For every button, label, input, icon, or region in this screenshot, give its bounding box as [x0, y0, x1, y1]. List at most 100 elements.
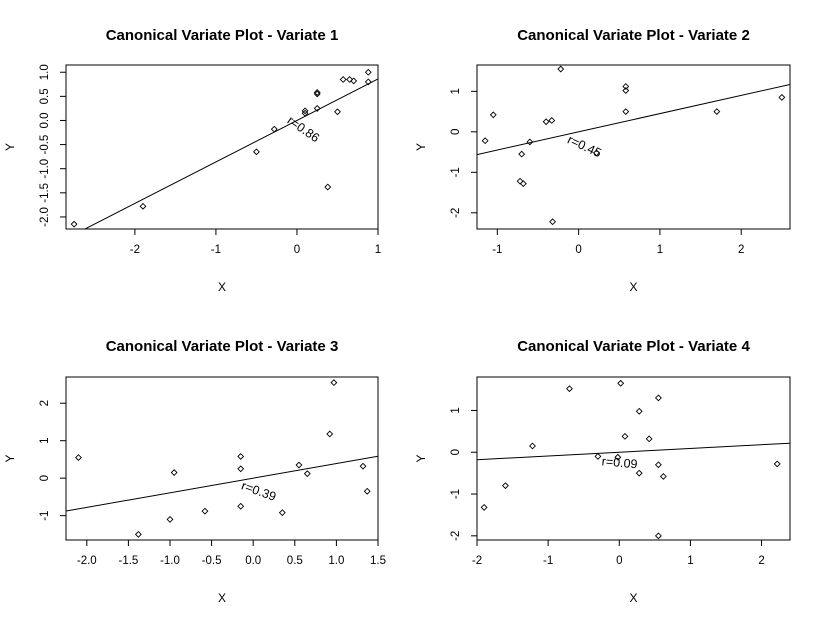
data-point — [519, 180, 527, 188]
data-point — [237, 465, 245, 473]
y-tick-label: -1 — [450, 489, 462, 499]
chart-title: Canonical Variate Plot - Variate 4 — [517, 338, 750, 355]
data-point — [270, 125, 278, 133]
correlation-label: r=0.86 — [285, 113, 322, 145]
data-point — [622, 83, 630, 90]
data-point — [139, 202, 147, 210]
y-tick-label: 0.5 — [39, 88, 51, 104]
data-point — [324, 183, 332, 191]
y-tick-label: 1 — [450, 88, 462, 94]
plot-frame — [476, 376, 791, 541]
y-tick-label: -1 — [450, 167, 462, 177]
data-point — [326, 430, 334, 438]
y-axis-label: Y — [3, 454, 17, 462]
y-tick-label: -0.5 — [39, 135, 51, 155]
x-tick-label: 0 — [294, 244, 300, 256]
chart-title: Canonical Variate Plot - Variate 3 — [106, 338, 339, 355]
x-tick-label: 0 — [616, 555, 622, 567]
data-point — [621, 432, 629, 440]
data-point — [502, 482, 509, 490]
data-point — [346, 76, 354, 83]
x-tick-label: -1 — [543, 555, 553, 567]
data-point — [350, 77, 358, 85]
y-tick-label: -1.0 — [39, 159, 51, 179]
chart-panel-3: Canonical Variate Plot - Variate 3 -2.0 -1… — [3, 338, 386, 605]
data-point — [617, 379, 625, 387]
fit-line — [477, 83, 790, 156]
fit-line — [477, 442, 790, 461]
x-axis-label: X — [629, 591, 637, 605]
data-point — [773, 460, 781, 468]
x-tick-label: -1.0 — [160, 555, 180, 567]
y-axis-label: Y — [3, 143, 17, 151]
data-point — [614, 453, 622, 461]
x-axis-label: X — [629, 280, 637, 294]
data-point — [659, 473, 667, 480]
x-tick-label: -1 — [211, 244, 221, 256]
x-tick-label: 0 — [575, 244, 581, 256]
plot-area — [477, 379, 790, 540]
data-point — [654, 461, 662, 469]
x-tick-label: 1 — [687, 555, 693, 567]
y-tick-label: -2.0 — [39, 207, 51, 227]
data-point — [566, 385, 573, 393]
y-axis-label: Y — [414, 454, 428, 462]
data-point — [516, 177, 524, 185]
x-tick-label: -2 — [130, 244, 140, 256]
data-point — [635, 469, 643, 477]
data-point — [557, 65, 565, 73]
plot-area — [70, 68, 378, 229]
chart-panel-1: Canonical Variate Plot - Variate 1 -2 -1 0 1… — [3, 27, 381, 294]
data-point — [548, 117, 556, 124]
data-point — [313, 104, 321, 112]
x-axis-label: X — [218, 591, 226, 605]
data-point — [278, 509, 286, 517]
plot-area — [66, 379, 378, 538]
plot-area — [477, 65, 790, 226]
data-point — [529, 442, 536, 450]
data-point — [654, 394, 662, 402]
y-tick-label: -2 — [450, 208, 462, 218]
x-tick-label: 1 — [375, 244, 381, 256]
y-tick-label: 1 — [39, 437, 51, 443]
data-point — [237, 453, 245, 460]
correlation-label: r=0.45 — [565, 133, 603, 161]
fit-line — [66, 455, 378, 512]
y-tick-label: 0 — [450, 129, 462, 135]
x-tick-label: 1.0 — [328, 555, 344, 567]
y-tick-label: -2 — [450, 531, 462, 541]
data-point — [635, 407, 643, 415]
y-tick-label: -1.5 — [39, 183, 51, 203]
chart-title: Canonical Variate Plot - Variate 1 — [106, 27, 339, 44]
x-tick-label: 0.0 — [245, 555, 261, 567]
x-tick-label: 1.5 — [370, 555, 386, 567]
data-point — [70, 220, 78, 228]
plot-frame — [65, 376, 379, 541]
data-point — [542, 118, 550, 126]
data-point — [622, 108, 630, 116]
data-point — [364, 78, 372, 86]
y-tick-label: 2 — [39, 400, 51, 406]
y-axis-label: Y — [414, 143, 428, 151]
x-tick-label: 2 — [738, 244, 744, 256]
data-point — [359, 462, 367, 470]
data-point — [480, 503, 488, 511]
x-tick-label: 1 — [657, 244, 663, 256]
plot-frame — [476, 64, 791, 230]
data-point — [295, 461, 303, 469]
correlation-label: r=0.09 — [601, 454, 638, 471]
data-point — [303, 470, 311, 478]
y-tick-label: 1.0 — [39, 64, 51, 80]
data-point — [334, 108, 341, 116]
data-point — [526, 138, 534, 146]
chart-title: Canonical Variate Plot - Variate 2 — [517, 27, 750, 44]
data-point — [134, 530, 142, 538]
x-tick-label: -2.0 — [77, 555, 97, 567]
data-point — [549, 218, 557, 226]
data-point — [330, 379, 338, 387]
x-tick-label: -1 — [492, 244, 502, 256]
fit-line — [83, 78, 378, 229]
data-point — [518, 150, 526, 158]
